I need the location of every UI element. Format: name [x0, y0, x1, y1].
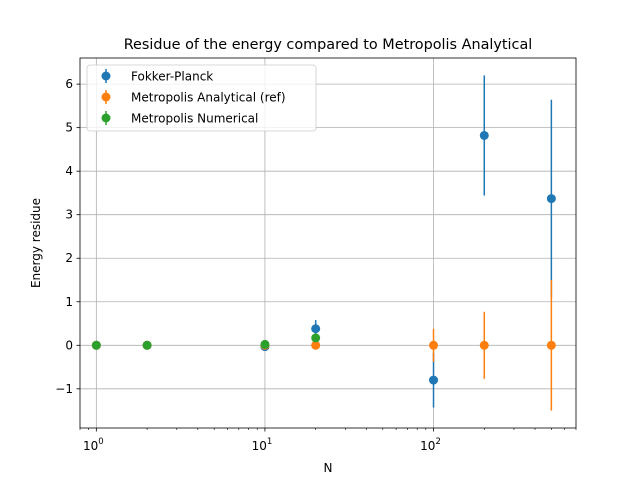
- plot-frame: [79, 57, 577, 429]
- y-tick-label: −1: [55, 382, 73, 396]
- data-point: [429, 340, 439, 350]
- x-axis-label: N: [324, 461, 333, 475]
- data-point: [546, 340, 556, 350]
- data-point: [260, 339, 270, 349]
- data-point: [479, 130, 489, 140]
- legend-label: Fokker-Planck: [131, 70, 213, 84]
- y-tick-label: 4: [65, 164, 73, 178]
- legend-label: Metropolis Numerical: [131, 112, 258, 126]
- data-point: [91, 340, 101, 350]
- y-axis-label: Energy residue: [29, 198, 43, 288]
- legend-marker: [101, 71, 111, 81]
- y-tick-label: 3: [65, 208, 73, 222]
- legend-label: Metropolis Analytical (ref): [131, 91, 286, 105]
- data-point: [142, 340, 152, 350]
- x-tick-label: 100: [83, 437, 104, 453]
- legend-marker: [101, 113, 111, 123]
- y-tick-label: 6: [65, 77, 73, 91]
- legend-marker: [101, 92, 111, 102]
- legend-box: [86, 64, 317, 132]
- data-point: [479, 340, 489, 350]
- x-tick-label: 101: [252, 437, 273, 453]
- y-tick-label: 1: [65, 295, 73, 309]
- y-tick-label: 0: [65, 338, 73, 352]
- plot-series: [91, 75, 556, 411]
- series-metropolis-numerical: [91, 333, 321, 350]
- axes: −1 0 1 2 3 4 5 6 100 101 102: [55, 77, 577, 453]
- data-point: [429, 375, 439, 385]
- data-point: [311, 324, 321, 334]
- data-point: [546, 194, 556, 204]
- data-point: [311, 340, 321, 350]
- y-tick-label: 2: [65, 251, 73, 265]
- legend: Fokker-Planck Metropolis Analytical (ref)…: [86, 64, 317, 132]
- x-tick-label: 102: [420, 437, 441, 453]
- chart-title: Residue of the energy compared to Metrop…: [124, 37, 533, 53]
- data-point: [311, 333, 321, 343]
- y-tick-label: 5: [65, 121, 73, 135]
